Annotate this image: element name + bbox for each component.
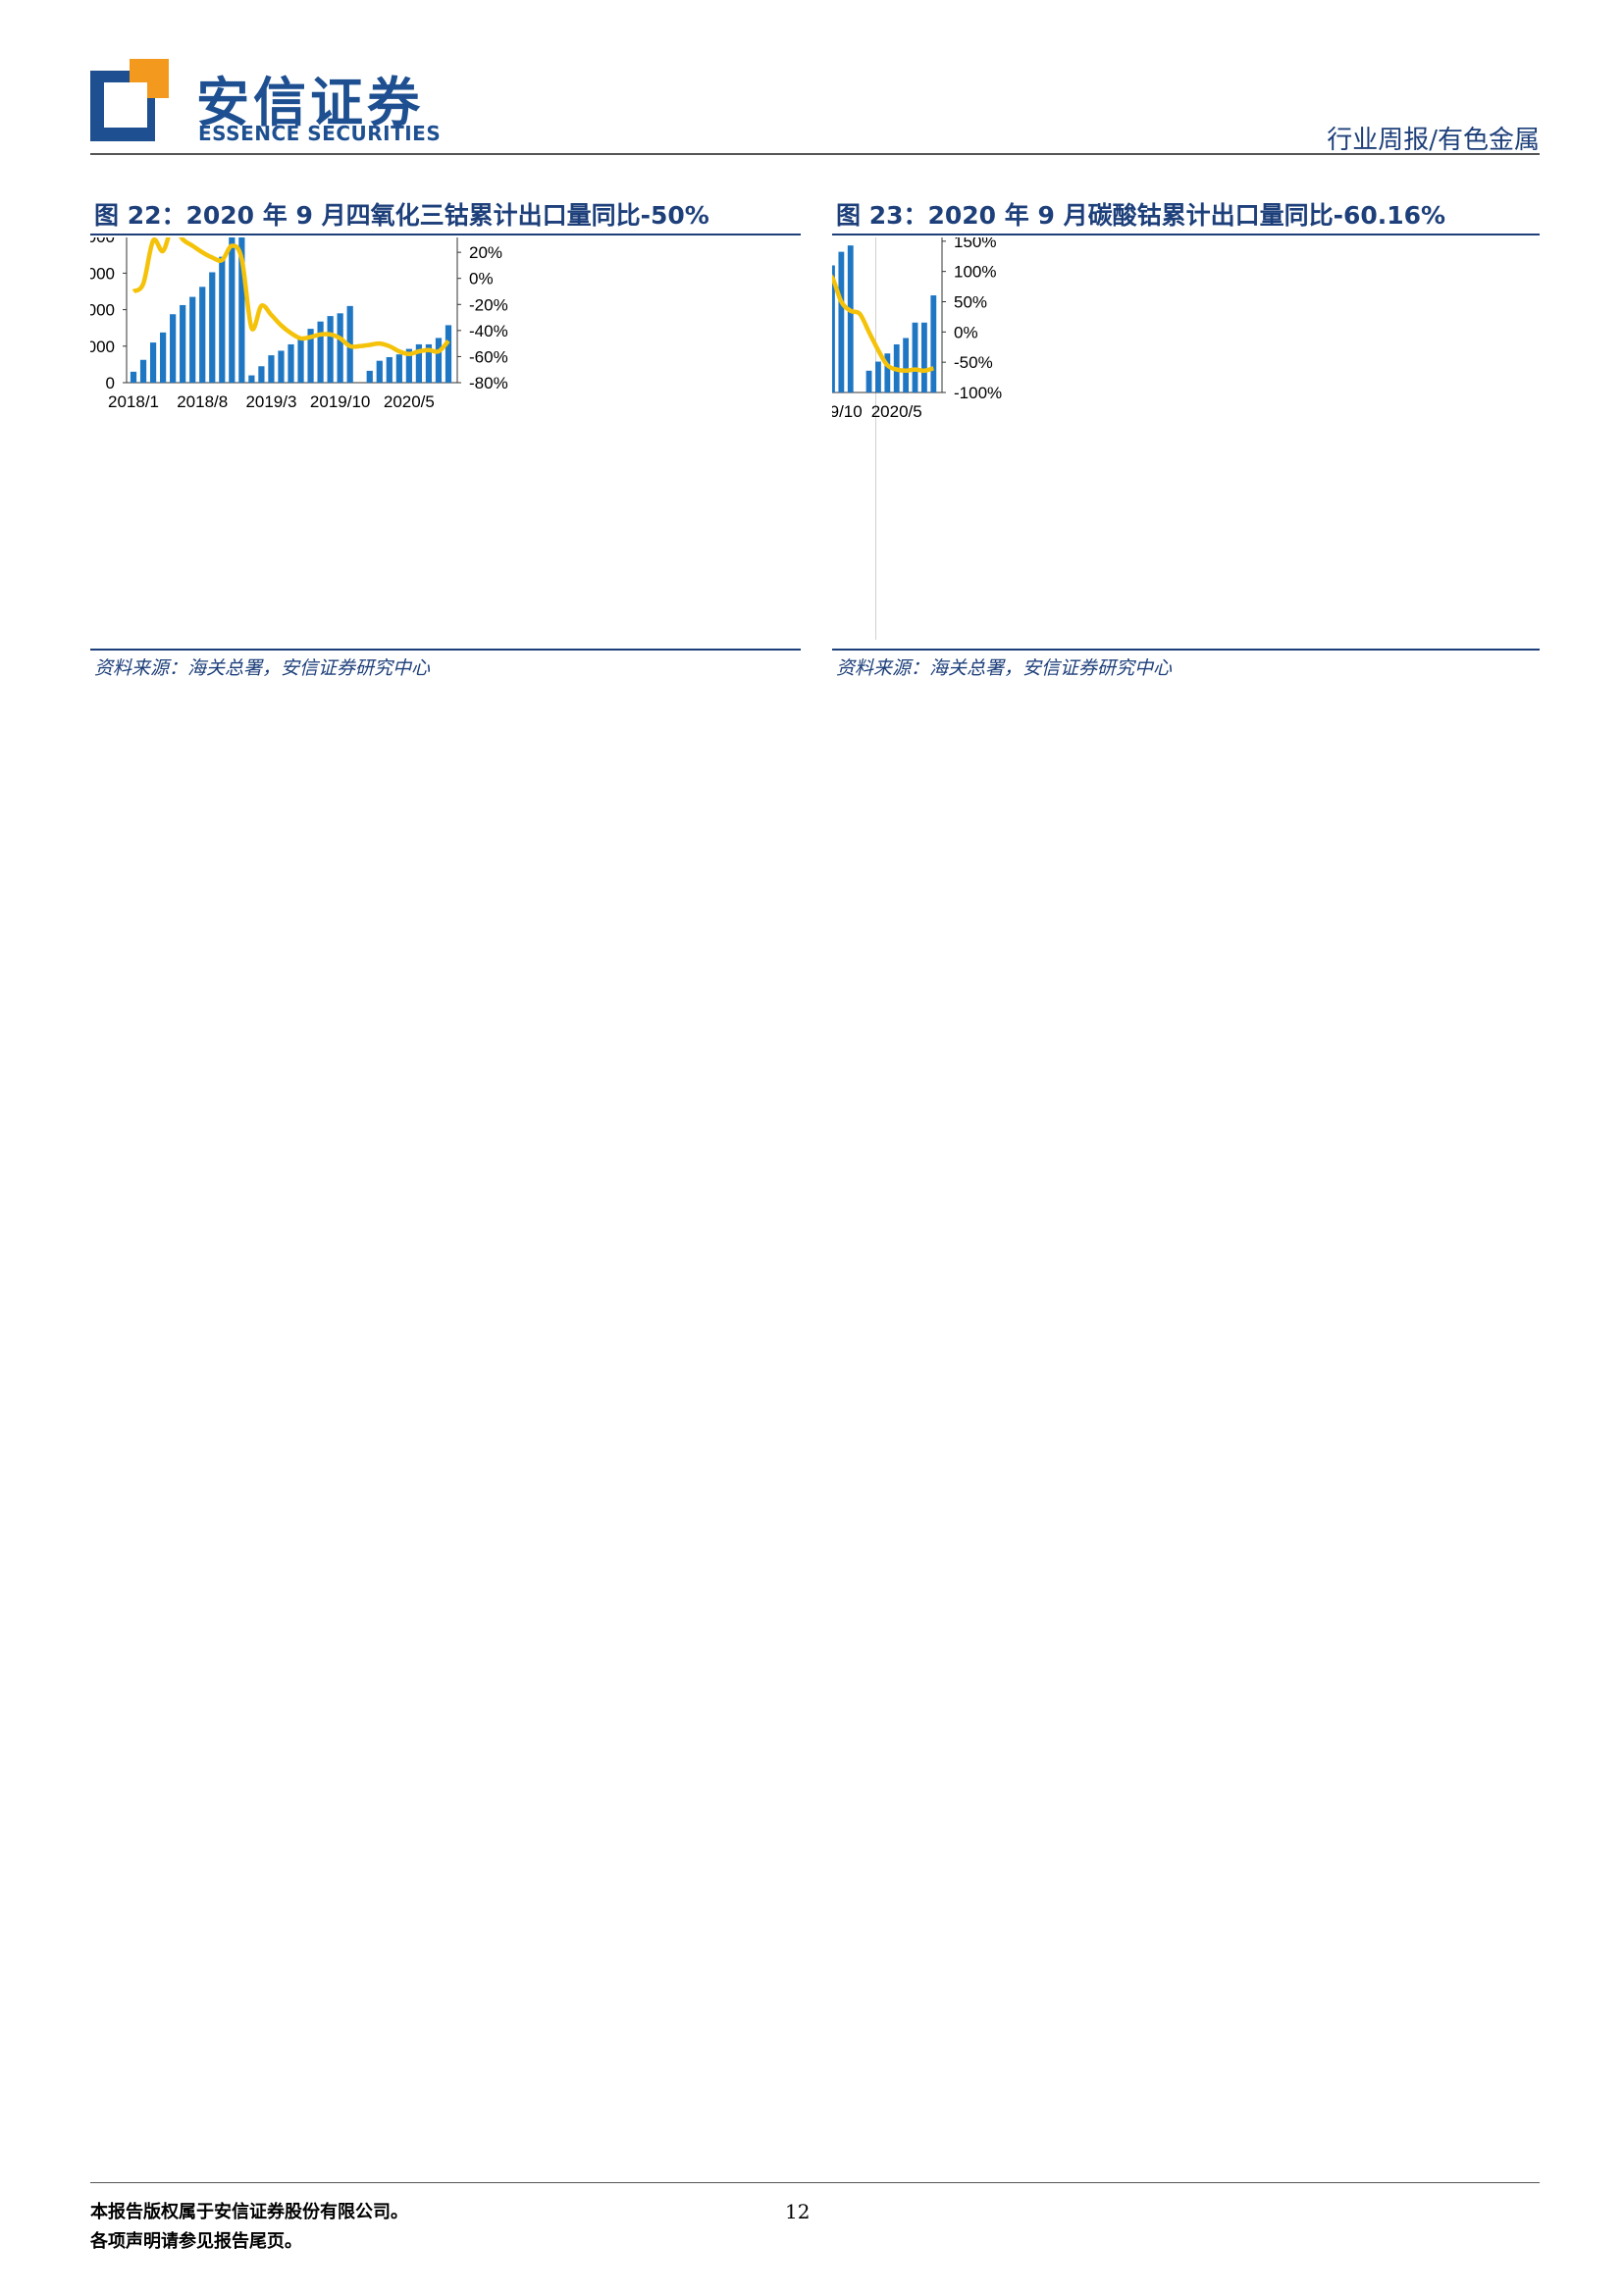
page-number: 12 xyxy=(785,2200,811,2223)
footer-divider xyxy=(90,2182,1540,2183)
figure-23-title: 图 23：2020 年 9 月碳酸钴累计出口量同比-60.16% xyxy=(836,201,1446,230)
bar xyxy=(180,304,186,383)
report-section-label: 行业周报/有色金属 xyxy=(1327,126,1540,155)
bar xyxy=(376,360,383,383)
bar xyxy=(288,343,294,383)
bar xyxy=(327,316,334,383)
right-tick-label: 0% xyxy=(469,270,494,288)
bar xyxy=(130,371,137,383)
right-tick-label: 20% xyxy=(469,243,502,262)
figure-23-title-rule xyxy=(832,234,1540,235)
right-tick-label: 150% xyxy=(954,237,996,251)
bar xyxy=(297,338,304,383)
yoy-line xyxy=(131,237,450,357)
right-tick-label: -40% xyxy=(469,322,508,340)
header-divider xyxy=(90,153,1540,155)
bar xyxy=(278,350,285,383)
chart-cobalt-tetroxide-exports: 吨四氧化三钴累计出口同比100008000600040002000060%40%… xyxy=(90,237,508,411)
bar xyxy=(386,356,393,383)
bar xyxy=(159,332,167,383)
x-tick-label: 2020/5 xyxy=(384,392,435,411)
x-tick-label: 2019/10 xyxy=(832,402,863,421)
x-tick-label: 2019/3 xyxy=(245,392,296,411)
footer-disclaimer: 本报告版权属于安信证券股份有限公司。 各项声明请参见报告尾页。 xyxy=(90,2198,408,2257)
bar xyxy=(317,321,324,383)
figure-22-source-rule xyxy=(90,649,801,651)
figure-22-title-rule xyxy=(90,234,801,235)
yoy-line xyxy=(832,274,934,374)
chart-cobalt-carbonate-exports: 吨碳酸钴累计出口同比2000150010005000200%150%100%50… xyxy=(832,237,1002,421)
left-tick-label: 8000 xyxy=(90,237,115,246)
figure-23-source-rule xyxy=(832,649,1540,651)
bar xyxy=(268,355,275,383)
bar xyxy=(865,370,872,392)
left-tick-label: 2000 xyxy=(90,338,115,356)
right-tick-label: 50% xyxy=(954,293,987,312)
bar xyxy=(229,237,236,383)
figure-column-divider xyxy=(875,237,876,640)
figure-22-title: 图 22：2020 年 9 月四氧化三钴累计出口量同比-50% xyxy=(94,201,709,230)
bar xyxy=(139,359,147,383)
x-tick-label: 2018/8 xyxy=(177,392,228,411)
bar xyxy=(366,370,373,383)
bar xyxy=(920,322,927,392)
company-logo: 安信证券 ESSENCE SECURITIES xyxy=(90,57,502,147)
x-tick-label: 2018/1 xyxy=(108,392,159,411)
right-tick-label: -50% xyxy=(954,353,993,372)
bar xyxy=(149,342,157,383)
left-tick-label: 6000 xyxy=(90,264,115,283)
bar xyxy=(248,375,255,383)
bar xyxy=(435,338,443,383)
bar xyxy=(415,343,423,383)
bar xyxy=(445,325,452,383)
logo-english-name: ESSENCE SECURITIES xyxy=(198,122,442,145)
footer-notice: 各项声明请参见报告尾页。 xyxy=(90,2231,302,2252)
bar xyxy=(903,338,910,392)
bar xyxy=(930,295,937,392)
figure-22-source: 资料来源：海关总署，安信证券研究中心 xyxy=(94,657,431,679)
bar xyxy=(238,237,245,383)
bar xyxy=(405,348,412,383)
bar xyxy=(395,354,402,383)
bar xyxy=(307,329,314,383)
bar xyxy=(209,272,216,383)
logo-mark-icon xyxy=(90,59,169,141)
right-tick-label: -20% xyxy=(469,295,508,314)
bar xyxy=(199,287,206,383)
bar xyxy=(189,296,196,383)
figure-23-source: 资料来源：海关总署，安信证券研究中心 xyxy=(836,657,1173,679)
right-tick-label: -60% xyxy=(469,347,508,366)
bar xyxy=(219,256,226,383)
bar xyxy=(838,251,845,392)
logo-chinese-name: 安信证券 xyxy=(196,72,424,133)
left-tick-label: 4000 xyxy=(90,301,115,320)
bar xyxy=(425,343,433,383)
right-tick-label: 100% xyxy=(954,263,996,282)
bar xyxy=(875,361,881,392)
left-tick-label: 0 xyxy=(106,374,115,392)
bar xyxy=(170,314,177,383)
x-tick-label: 2020/5 xyxy=(871,402,922,421)
right-tick-label: -80% xyxy=(469,374,508,392)
right-tick-label: 0% xyxy=(954,323,978,341)
bar xyxy=(912,322,918,392)
x-tick-label: 2019/10 xyxy=(310,392,370,411)
bar xyxy=(337,313,343,383)
right-tick-label: -100% xyxy=(954,384,1002,402)
bar xyxy=(258,366,265,383)
bar xyxy=(847,245,854,392)
footer-copyright: 本报告版权属于安信证券股份有限公司。 xyxy=(90,2202,408,2222)
bar xyxy=(884,353,891,392)
bar xyxy=(832,265,835,392)
